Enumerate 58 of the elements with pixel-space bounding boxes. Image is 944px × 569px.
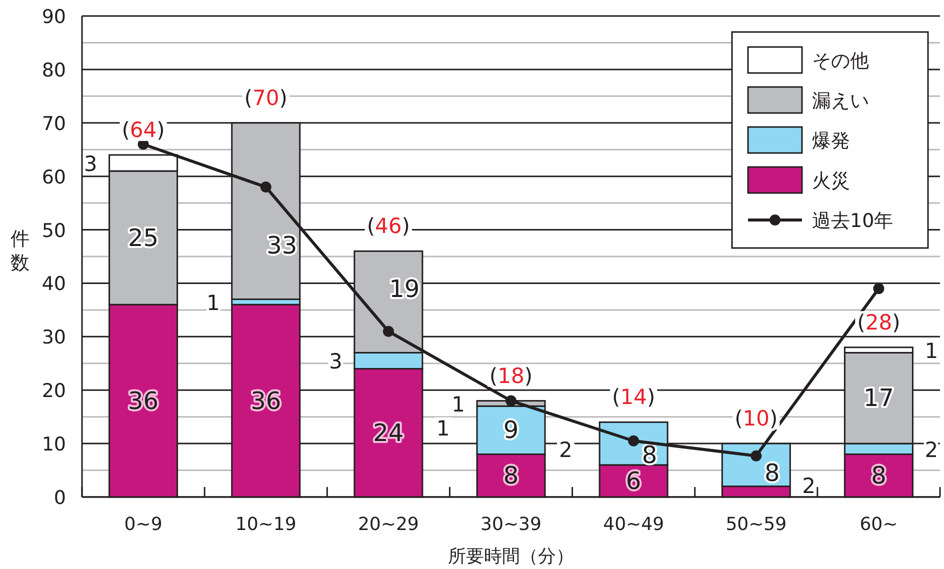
data-label: 8 bbox=[764, 459, 780, 488]
point bbox=[628, 435, 640, 446]
annotation: 2 bbox=[559, 438, 572, 462]
x-tick-label: 30~39 bbox=[480, 514, 542, 535]
data-label: 1 bbox=[924, 339, 938, 364]
data-label: 6 bbox=[626, 466, 642, 495]
point bbox=[382, 326, 394, 337]
y-tick-label: 10 bbox=[42, 434, 66, 456]
data-label: 8 bbox=[642, 441, 658, 470]
y-tick-label: 50 bbox=[42, 220, 66, 242]
data-label: 9 bbox=[503, 416, 519, 444]
y-tick-label: 80 bbox=[42, 59, 66, 82]
data-label: 36 bbox=[128, 386, 159, 415]
total-label: (14) bbox=[612, 385, 656, 410]
data-label: 25 bbox=[128, 224, 159, 252]
legend-label: 爆発 bbox=[812, 130, 850, 152]
x-tick-label: 0~9 bbox=[124, 514, 162, 535]
y-tick-label: 70 bbox=[42, 112, 66, 135]
x-tick-label: 60~ bbox=[860, 514, 898, 535]
x-axis-title: 所要時間（分） bbox=[448, 546, 574, 567]
point bbox=[506, 395, 516, 406]
total-label: (28) bbox=[857, 310, 900, 334]
point bbox=[260, 182, 272, 193]
legend-label: 火災 bbox=[812, 170, 850, 192]
data-label: 2 bbox=[802, 474, 816, 498]
data-label: 17 bbox=[863, 384, 894, 412]
data-label: 3 bbox=[329, 350, 342, 374]
x-tick-label: 20~29 bbox=[358, 514, 419, 535]
data-label: 33 bbox=[266, 231, 298, 260]
total-label: (18) bbox=[489, 364, 533, 388]
total-label: (70) bbox=[244, 86, 288, 110]
data-label: 36 bbox=[250, 386, 282, 415]
y-tick-label: 30 bbox=[42, 326, 66, 349]
data-label: 8 bbox=[871, 462, 886, 490]
y-tick-label: 20 bbox=[42, 380, 66, 402]
x-tick-label: 10~19 bbox=[235, 514, 296, 535]
data-label: 19 bbox=[389, 275, 420, 304]
point bbox=[750, 450, 762, 462]
legend-label: その他 bbox=[812, 50, 869, 72]
total-label: (64) bbox=[122, 118, 165, 142]
total-label: (10) bbox=[734, 406, 778, 431]
point bbox=[873, 283, 884, 294]
data-label: 1 bbox=[206, 290, 220, 315]
y-tick-label: 0 bbox=[54, 487, 66, 509]
legend-label: 漏えい bbox=[812, 90, 869, 112]
data-label: 3 bbox=[84, 152, 98, 176]
data-label: 8 bbox=[503, 462, 519, 490]
y-tick-label: 40 bbox=[42, 273, 66, 296]
x-tick-label: 50~59 bbox=[726, 514, 787, 535]
legend-label: 過去10年 bbox=[812, 210, 894, 232]
total-label: (46) bbox=[366, 214, 410, 238]
annotation: 1 bbox=[436, 416, 450, 440]
x-tick-label: 40~49 bbox=[603, 514, 664, 535]
y-axis-title: 件数 bbox=[10, 228, 30, 274]
data-label: 1 bbox=[452, 392, 465, 416]
y-tick-label: 60 bbox=[42, 166, 66, 188]
data-label: 24 bbox=[373, 418, 404, 447]
y-tick-label: 90 bbox=[42, 6, 66, 28]
